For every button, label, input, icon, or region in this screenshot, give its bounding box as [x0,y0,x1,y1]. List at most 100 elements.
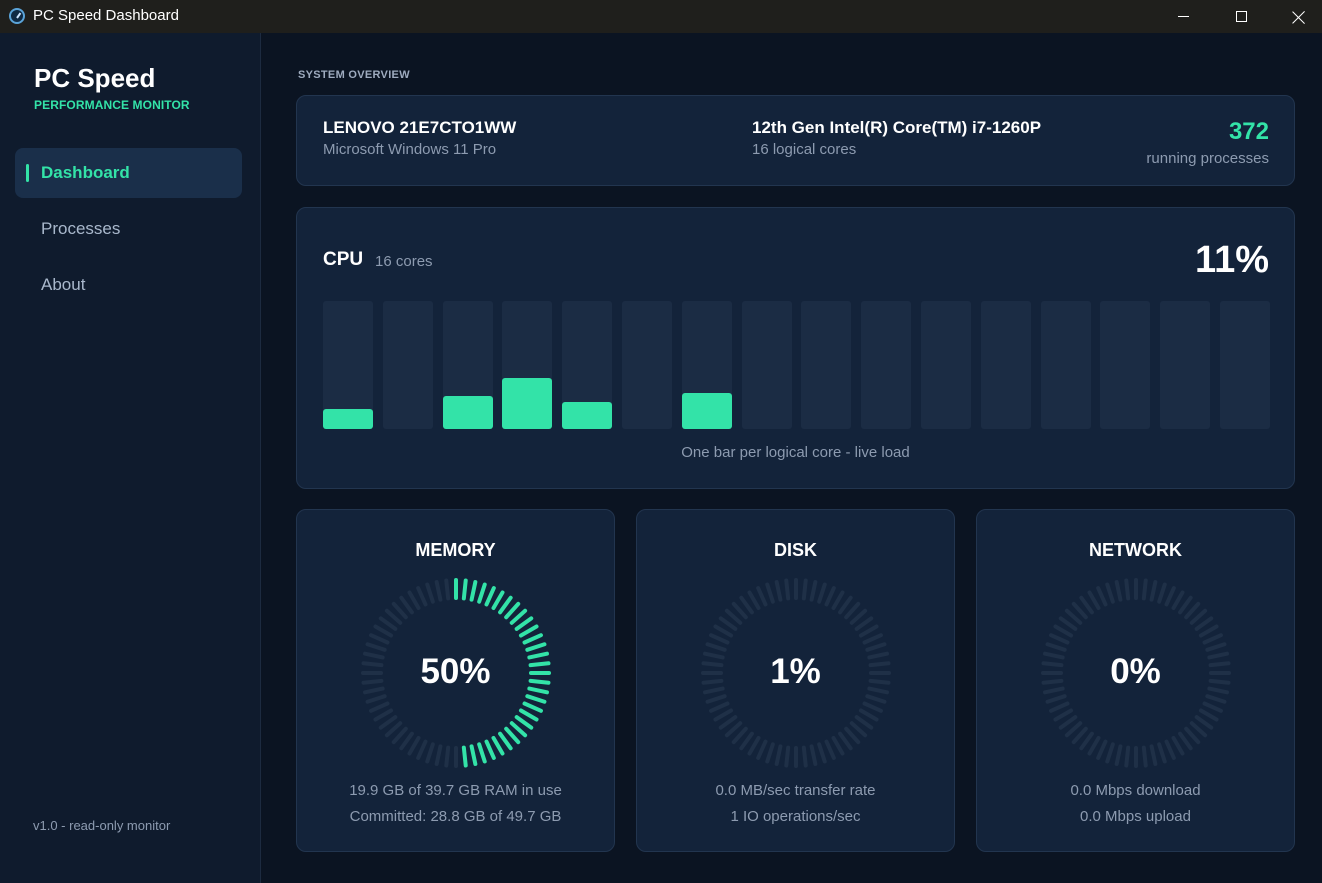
gauge-tick [1049,701,1070,713]
gauge-tick [831,735,845,756]
sidebar-item-about[interactable]: About [41,275,86,294]
process-count: 372 [1228,118,1269,145]
cpu-title: CPU [323,249,364,270]
gauge-tick [498,595,513,615]
gauge-tick [1064,608,1083,625]
gauge-tick [862,633,883,645]
gauge-tick [865,642,887,652]
gauge-tick [1058,715,1078,730]
gauge-tick [709,701,730,713]
network-download-text: 0.0 Mbps download [1070,782,1201,799]
gauge-tick [1141,745,1148,768]
section-label-system-overview: SYSTEM OVERVIEW [298,69,410,81]
gauge-tick [1208,678,1231,685]
cpu-cores-label: 16 cores [375,253,433,270]
gauge-tick [709,633,730,645]
gauge-tick [1043,686,1065,695]
gauge-tick [801,578,808,601]
gauge-tick [477,742,487,764]
core-load-bars [323,301,1270,429]
gauge-tick [1087,590,1101,611]
cpu-model: 12th Gen Intel(R) Core(TM) i7-1260P [752,118,1042,137]
gauge-tick [1149,580,1158,602]
gauge-tick [1171,735,1185,756]
gauge-tick [514,715,534,730]
gauge-tick [373,624,394,638]
process-count-label: running processes [1146,150,1269,167]
gauge-tick [527,686,549,695]
sidebar-item-dashboard[interactable]: Dashboard [15,148,242,198]
close-button[interactable] [1270,0,1322,33]
disk-title: DISK [773,540,817,560]
core-bar [921,301,971,429]
core-bar [382,301,433,429]
gauge-tick [844,726,861,745]
core-bar [502,301,553,429]
gauge-tick [824,586,836,607]
gauge-tick [1079,731,1094,751]
os-name: Microsoft Windows 11 Pro [323,141,497,158]
gauge-tick [1189,721,1208,738]
gauge-tick [1208,661,1231,668]
gauge-tick [801,745,808,768]
close-icon [1292,10,1306,24]
gauge-tick [705,642,727,652]
brand-subtitle: PERFORMANCE MONITOR [34,98,190,112]
gauge-tick [747,590,761,611]
gauge-tick [1164,586,1176,607]
gauge-tick [527,651,549,660]
disk-percent: 1% [770,652,821,691]
gauge-tick [701,661,724,668]
core-bar-fill [502,377,553,429]
gauge-tick [518,708,539,722]
gauge-tick [399,731,414,751]
minimize-button[interactable] [1154,0,1212,33]
gauge-tick [701,678,724,685]
sidebar: PC Speed PERFORMANCE MONITOR Dashboard P… [0,33,261,883]
gauge-tick [461,578,468,601]
title-bar: PC Speed Dashboard [0,0,1322,33]
system-overview-card: LENOVO 21E7CTO1WW Microsoft Windows 11 P… [296,95,1295,186]
maximize-icon [1235,11,1247,22]
gauge-tick [718,715,738,730]
gauge-tick [747,735,761,756]
gauge-tick [1045,694,1067,704]
gauge-tick [817,582,827,604]
gauge-tick [469,744,478,766]
gauge-tick [1198,624,1219,638]
memory-percent: 50% [420,652,491,691]
gauge-tick [522,633,543,645]
gauge-tick [1194,715,1214,730]
gauge-tick [1071,601,1088,620]
gauge-tick [1079,595,1094,615]
gauge-tick [1198,708,1219,722]
core-bar [1100,301,1151,429]
gauge-tick [399,595,414,615]
gauge-tick [407,735,421,756]
gauge-tick [1043,651,1065,660]
core-bar [562,301,613,429]
sidebar-item-processes[interactable]: Processes [41,219,121,238]
core-bar [1220,301,1270,429]
gauge-tick [407,590,421,611]
core-bar [801,301,852,429]
maximize-button[interactable] [1212,0,1270,33]
gauge-tick [373,708,394,722]
gauge-tick [1178,595,1193,615]
core-bar [980,301,1031,429]
gauge-tick [774,744,783,766]
network-percent: 0% [1110,652,1161,691]
gauge-tick [868,661,891,668]
core-bar-fill [323,408,373,429]
gauge-tick [1205,694,1227,704]
gauge-tick [484,739,496,760]
gauge-tick [867,651,889,660]
gauge-tick [484,586,496,607]
gauge-tick [703,686,725,695]
gauge-tick [756,586,768,607]
gauge-tick [1105,742,1115,764]
gauge-tick [378,715,398,730]
network-card: NETWORK 0% 0.0 Mbps download 0.0 Mbps up… [976,509,1295,852]
gauge-tick [1141,578,1148,601]
disk-card: DISK 1% 0.0 MB/sec transfer rate 1 IO op… [636,509,955,852]
